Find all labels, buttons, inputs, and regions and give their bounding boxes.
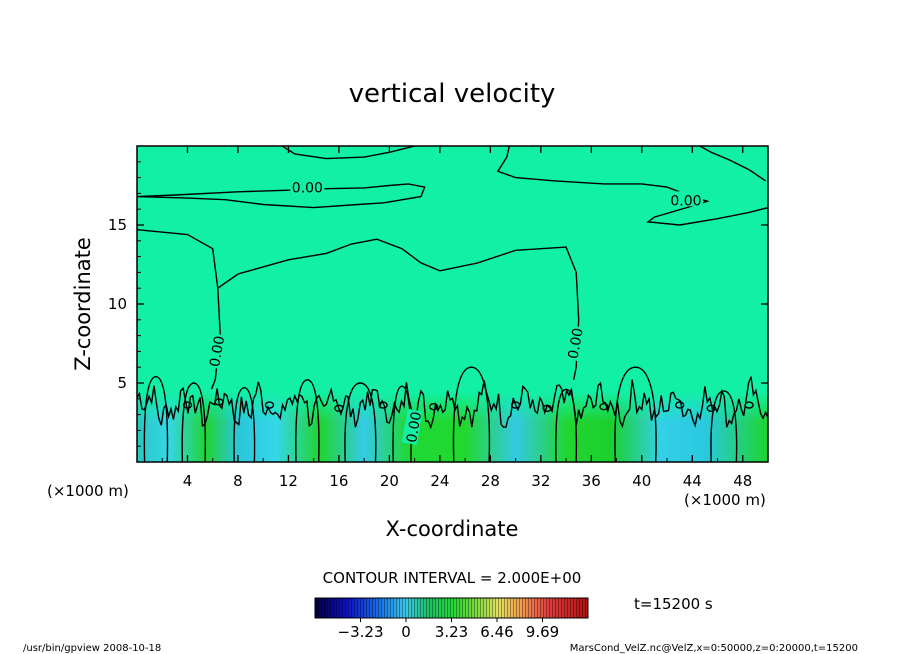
plume-contour-3	[233, 386, 256, 462]
x-unit-right: (×1000 m)	[684, 491, 766, 509]
small-contour-5	[378, 401, 388, 409]
colorbar-ticks: −3.23 0 3.23 6.46 9.69	[338, 618, 559, 641]
plume-contour-9	[614, 366, 657, 462]
zero-contour-6	[699, 146, 766, 182]
contour-label-1: 0.00	[292, 181, 323, 197]
x-tick-label: 20	[380, 472, 399, 490]
small-contour-9	[599, 403, 609, 411]
colorbar-tick-label: 3.23	[435, 623, 468, 641]
x-tick-label: 36	[582, 472, 601, 490]
contour-label-bg	[401, 408, 423, 445]
small-contour-8	[542, 404, 552, 412]
plume-contour-8	[555, 388, 578, 462]
y-tick-label: 15	[108, 216, 127, 234]
y-tick-label: 5	[117, 374, 127, 392]
small-contour-4	[334, 404, 344, 412]
chart-title: vertical velocity	[349, 79, 556, 109]
plume-contour-10	[710, 390, 738, 462]
contour-label-3: 0.00	[207, 335, 228, 368]
x-tick-label: 12	[279, 472, 298, 490]
plot-area	[137, 146, 768, 462]
plume-contour-7	[452, 366, 491, 462]
small-contour-7	[510, 401, 521, 409]
x-tick-label: 8	[233, 472, 243, 490]
x-tick-label: 16	[329, 472, 348, 490]
zero-contour-3	[217, 238, 580, 380]
x-tick-label: 4	[183, 472, 193, 490]
contour-label-4: 0.00	[566, 327, 587, 360]
footer-left: /usr/bin/gpview 2008-10-18	[23, 643, 161, 654]
zero-contour-4	[281, 146, 415, 160]
small-contour-10	[675, 401, 685, 409]
x-tick-label: 24	[430, 472, 449, 490]
colorbar-tick-label: 0	[401, 623, 411, 641]
small-contour-2	[214, 398, 224, 406]
colorbar-tick-label: 6.46	[480, 623, 513, 641]
contour-label-bg	[290, 178, 325, 194]
colorbar-stripes	[315, 598, 588, 618]
small-contour-12	[744, 401, 754, 409]
plume-contour-2	[181, 382, 207, 462]
contour-label-bg	[204, 332, 226, 370]
y-axis-ticks: 5 10 15	[108, 161, 768, 447]
x-tick-label: 32	[531, 472, 550, 490]
colorbar-tick-label: −3.23	[338, 623, 384, 641]
plume-contour-4	[295, 379, 320, 462]
plume-contour-1	[143, 375, 169, 462]
x-tick-label: 48	[733, 472, 752, 490]
contour-label-bg	[668, 191, 703, 207]
zero-contour-1	[137, 183, 426, 209]
contour-label-bg	[563, 325, 585, 362]
x-axis-ticks: 4 8 12 16 20 24 28 32 36 40 44 48	[161, 146, 752, 490]
footer-right: MarsCond_VelZ.nc@VelZ,x=0:50000,z=0:2000…	[570, 643, 858, 654]
x-tick-label: 40	[632, 472, 651, 490]
small-contour-6	[428, 403, 439, 411]
near-surface-fade	[137, 392, 768, 422]
y-axis-label: Z-coordinate	[71, 237, 95, 371]
small-contour-1	[182, 401, 193, 409]
colorbar-tick-label: 9.69	[526, 623, 559, 641]
x-tick-label: 28	[481, 472, 500, 490]
small-contour-11	[706, 404, 716, 412]
x-unit-left: (×1000 m)	[47, 482, 129, 500]
time-label: t=15200 s	[634, 595, 713, 613]
small-contour-3	[264, 401, 275, 409]
contour-label-5: 0.00	[404, 411, 425, 444]
contour-labels: 0.00 0.00 0.00 0.00 0.00	[204, 178, 703, 445]
boundary-layer-contour	[137, 376, 768, 430]
contour-interval: CONTOUR INTERVAL = 2.000E+00	[323, 569, 582, 587]
y-tick-label: 10	[108, 295, 127, 313]
colorbar: −3.23 0 3.23 6.46 9.69	[314, 597, 589, 641]
x-axis-label: X-coordinate	[386, 517, 519, 541]
x-tick-label: 44	[683, 472, 702, 490]
contour-label-2: 0.00	[670, 193, 701, 209]
plume-contour-5	[344, 382, 377, 462]
